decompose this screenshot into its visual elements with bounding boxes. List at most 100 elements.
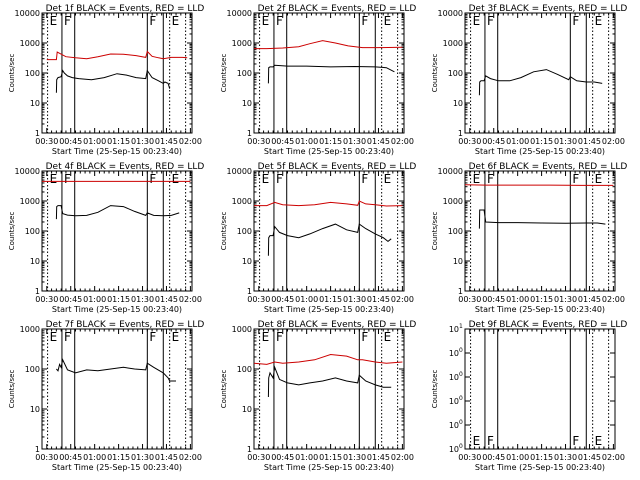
x-tick-label: 02:00 [391, 137, 414, 146]
x-tick-label: 01:45 [367, 295, 390, 304]
y-tick-label: 10 [30, 99, 40, 108]
x-axis-label: Start Time (25-Sep-15 00:23:40) [475, 305, 605, 314]
x-tick-label: 01:00 [506, 295, 529, 304]
y-tick-label: 1 [35, 129, 40, 138]
x-tick-label: 01:30 [131, 295, 154, 304]
event-marker-label: F [276, 172, 283, 186]
event-marker-label: F [149, 172, 156, 186]
x-tick-label: 01:15 [319, 295, 342, 304]
series-line-events [55, 205, 180, 220]
x-axis-label: Start Time (25-Sep-15 00:23:40) [52, 147, 182, 156]
x-tick-label: 01:15 [107, 295, 130, 304]
x-tick-label: 01:15 [530, 137, 553, 146]
x-axis-label: Start Time (25-Sep-15 00:23:40) [264, 305, 394, 314]
y-tick-label: 100 [25, 365, 40, 374]
y-tick-exponent: 0 [459, 443, 463, 450]
y-tick-label: 1 [35, 445, 40, 454]
event-marker-label: F [361, 330, 368, 344]
y-tick-label: 10000 [438, 9, 463, 18]
series-line-lld [464, 184, 614, 186]
x-tick-label: 00:30 [458, 137, 481, 146]
x-tick-label: 01:30 [131, 137, 154, 146]
y-axis-label: Counts/sec [8, 54, 16, 93]
event-marker-label: E [595, 434, 603, 448]
x-tick-label: 00:30 [247, 453, 270, 462]
event-marker-label: E [384, 14, 392, 28]
y-tick-label: 100 [237, 69, 252, 78]
y-tick-label: 100 [448, 227, 463, 236]
y-tick-label: 1 [458, 129, 463, 138]
y-tick-label: 1000 [232, 39, 252, 48]
x-tick-label: 01:15 [107, 453, 130, 462]
y-tick-label: 10000 [227, 167, 252, 176]
x-tick-label: 02:00 [179, 295, 202, 304]
event-marker-label: E [473, 434, 481, 448]
y-tick-label: 1000 [232, 197, 252, 206]
y-tick-label: 1000 [20, 39, 40, 48]
x-tick-label: 01:30 [131, 453, 154, 462]
x-tick-label: 02:00 [179, 137, 202, 146]
y-axis-label: Counts/sec [220, 212, 228, 251]
x-tick-label: 01:45 [155, 137, 178, 146]
y-tick-label: 100 [25, 69, 40, 78]
x-tick-label: 01:45 [578, 295, 601, 304]
x-tick-label: 01:30 [554, 295, 577, 304]
x-tick-label: 01:15 [319, 453, 342, 462]
x-tick-label: 00:30 [458, 453, 481, 462]
y-tick-label: 1000 [443, 197, 463, 206]
y-tick-label: 10 [242, 257, 252, 266]
panel-title: Det 8f BLACK = Events, RED = LLD [258, 320, 417, 330]
x-tick-label: 00:30 [35, 295, 58, 304]
event-marker-label: E [473, 14, 481, 28]
event-marker-label: E [50, 172, 58, 186]
x-tick-label: 01:15 [107, 137, 130, 146]
event-marker-label: F [572, 172, 579, 186]
x-tick-label: 02:00 [602, 453, 625, 462]
event-marker-label: F [572, 434, 579, 448]
y-axis-label: Counts/sec [220, 54, 228, 93]
x-tick-label: 00:45 [482, 137, 505, 146]
event-marker-label: E [172, 14, 180, 28]
y-tick-label: 10 [449, 445, 459, 454]
y-axis-label: Counts/sec [431, 212, 439, 251]
x-tick-label: 01:45 [155, 453, 178, 462]
x-tick-label: 00:45 [59, 295, 82, 304]
x-tick-label: 01:00 [295, 295, 318, 304]
y-axis-label: Counts/sec [8, 370, 16, 409]
panel-title: Det 4f BLACK = Events, RED = LLD [46, 162, 205, 172]
series-line-events [267, 223, 392, 256]
event-marker-label: E [50, 330, 58, 344]
event-marker-label: F [276, 330, 283, 344]
event-marker-label: E [595, 14, 603, 28]
panel-title: Det 6f BLACK = Events, RED = LLD [469, 162, 628, 172]
x-tick-label: 01:45 [367, 453, 390, 462]
x-tick-label: 01:45 [578, 453, 601, 462]
event-marker-label: E [595, 172, 603, 186]
x-axis-label: Start Time (25-Sep-15 00:23:40) [52, 463, 182, 472]
x-tick-label: 02:00 [391, 295, 414, 304]
y-tick-label: 10000 [438, 167, 463, 176]
plot-frame [253, 328, 405, 450]
panel-title: Det 7f BLACK = Events, RED = LLD [46, 320, 205, 330]
x-tick-label: 01:15 [319, 137, 342, 146]
event-marker-label: F [487, 172, 494, 186]
panel-title: Det 1f BLACK = Events, RED = LLD [46, 4, 205, 14]
x-tick-label: 01:00 [83, 295, 106, 304]
series-line-events [55, 69, 171, 93]
y-tick-label: 1 [247, 445, 252, 454]
x-tick-label: 01:00 [295, 137, 318, 146]
x-tick-label: 01:30 [343, 453, 366, 462]
x-tick-label: 02:00 [391, 453, 414, 462]
event-marker-label: E [172, 172, 180, 186]
y-tick-label: 10 [242, 99, 252, 108]
event-marker-label: E [384, 330, 392, 344]
x-tick-label: 01:30 [343, 295, 366, 304]
x-tick-label: 02:00 [602, 137, 625, 146]
x-axis-label: Start Time (25-Sep-15 00:23:40) [52, 305, 182, 314]
event-marker-label: F [361, 172, 368, 186]
event-marker-label: F [149, 14, 156, 28]
y-tick-label: 1 [458, 287, 463, 296]
x-tick-label: 00:30 [247, 137, 270, 146]
